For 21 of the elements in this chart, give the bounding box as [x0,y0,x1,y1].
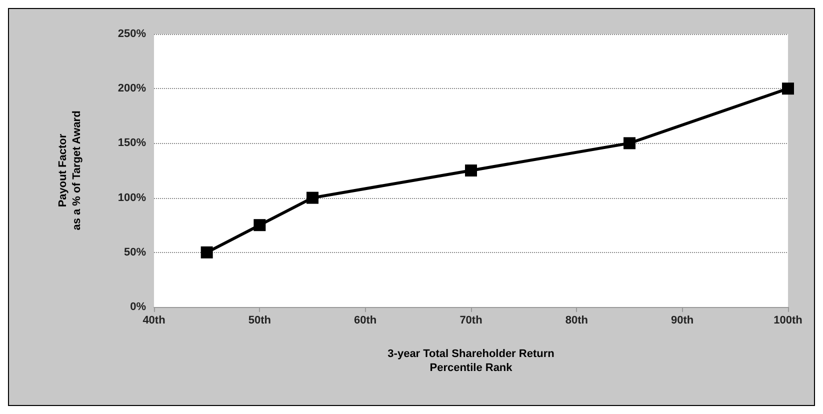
point [200,246,213,258]
x-axis-title: 3-year Total Shareholder Return Percentile Rank [388,348,555,374]
point [782,82,794,95]
x-tick-label: 50th [248,314,272,326]
y-tick-label: 0% [130,301,146,313]
x-tick-label: 60th [354,314,377,326]
point [624,137,636,150]
x-tick-label: 90th [671,314,694,326]
point [465,164,477,176]
y-tick-label: 50% [124,246,146,258]
point [254,219,266,232]
y-tick-label: 150% [118,137,146,150]
x-tick-label: 70th [460,314,483,326]
point [306,192,318,204]
x-tick-label: 40th [142,314,166,326]
y-axis-title: Payout Factor as a % of Target Award [57,110,83,230]
y-tick-label: 200% [118,82,146,95]
y-tick-label: 100% [118,192,146,204]
y-tick-label: 250% [118,28,146,40]
x-tick-label: 100th [774,314,803,326]
x-tick-label: 80th [565,314,588,326]
